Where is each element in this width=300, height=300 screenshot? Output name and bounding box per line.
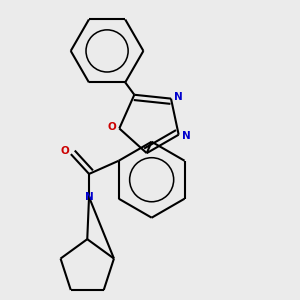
Text: O: O [108,122,116,132]
Text: N: N [85,192,93,202]
Text: N: N [182,131,190,141]
Text: N: N [174,92,183,102]
Text: O: O [61,146,69,156]
